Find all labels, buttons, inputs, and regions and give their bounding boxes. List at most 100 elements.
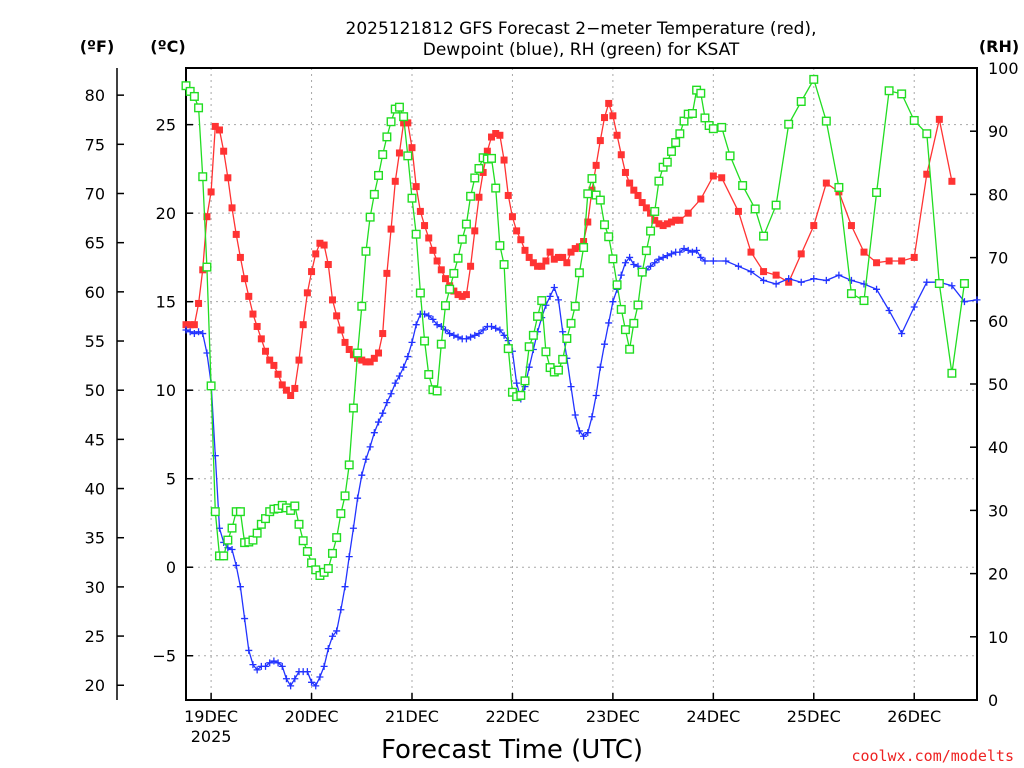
dewpoint-point (262, 662, 270, 670)
rh-point (566, 318, 576, 328)
dewpoint-point (241, 615, 249, 623)
dewpoint-point (190, 330, 198, 338)
rh-point (738, 181, 748, 191)
rh-point (407, 193, 417, 203)
rh-point (625, 344, 635, 354)
x-axis-title: Forecast Time (UTC) (381, 735, 643, 765)
dewpoint-point (546, 292, 554, 300)
dewpoint-point (655, 255, 663, 263)
rh-point (449, 268, 459, 278)
x-tick-label: 26DEC (887, 707, 941, 726)
dewpoint-point (734, 262, 742, 270)
temperature-point (287, 392, 295, 400)
rh-point (374, 170, 384, 180)
temperature-point (584, 218, 592, 226)
dewpoint-point (274, 659, 282, 667)
temperature-point (467, 262, 475, 270)
dewpoint-point (446, 330, 454, 338)
rh-point (654, 176, 664, 186)
dewpoint-point (973, 296, 981, 304)
rh-point (583, 189, 593, 199)
temperature-point (697, 195, 705, 203)
rh-point (424, 370, 434, 380)
temperature-point (655, 220, 663, 228)
rh-point (520, 376, 530, 386)
dewpoint-point (873, 285, 881, 293)
dewpoint-point (375, 418, 383, 426)
temperature-point (847, 222, 855, 230)
fahrenheit-tick-label: 65 (85, 234, 105, 253)
temperature-point (395, 149, 403, 157)
rh-point (725, 151, 735, 161)
rh-point (537, 296, 547, 306)
rh-point (499, 260, 509, 270)
temperature-point (626, 179, 634, 187)
dewpoint-point (684, 246, 692, 254)
dewpoint-point (701, 257, 709, 265)
chart-subtitle: Dewpoint (blue), RH (green) for KSAT (423, 40, 740, 60)
temperature-point (609, 112, 617, 120)
dewpoint-point (186, 328, 194, 336)
rh-point (579, 242, 589, 252)
rh-point (202, 262, 212, 272)
temperature-point (592, 161, 600, 169)
rh-point (290, 501, 300, 511)
x-tick-label: 20DEC (285, 707, 339, 726)
rh-tick-label: 60 (988, 312, 1008, 331)
rh-point (846, 289, 856, 299)
temperature-point (458, 292, 466, 300)
dewpoint-point (462, 335, 470, 343)
temperature-point (207, 188, 215, 196)
dewpoint-point (513, 379, 521, 387)
dewpoint-point (571, 411, 579, 419)
dewpoint-point (278, 662, 286, 670)
dewpoint-point (345, 553, 353, 561)
dewpoint-point (588, 413, 596, 421)
rh-point (528, 330, 538, 340)
temperature-point (333, 312, 341, 320)
dewpoint-point (810, 275, 818, 283)
celsius-unit-label: (ºC) (150, 37, 185, 56)
temperature-point (441, 275, 449, 283)
rh-point (587, 174, 597, 184)
rh-point (541, 347, 551, 357)
temperature-point (873, 259, 881, 267)
dewpoint-point (680, 245, 688, 253)
temperature-point (529, 259, 537, 267)
temperature-point (709, 172, 717, 180)
fahrenheit-tick-label: 35 (85, 529, 105, 548)
rh-point (897, 89, 907, 99)
temperature-point (429, 246, 437, 254)
rh-point (616, 304, 626, 314)
dewpoint-point (596, 363, 604, 371)
dewpoint-point (688, 248, 696, 256)
temperature-point (571, 245, 579, 253)
rh-point (666, 146, 676, 156)
rh-point (612, 280, 622, 290)
rh-point (872, 188, 882, 198)
dewpoint-point (308, 678, 316, 686)
temperature-point (412, 183, 420, 191)
rh-point (959, 279, 969, 289)
x-tick-label: 23DEC (586, 707, 640, 726)
rh-tick-label: 80 (988, 185, 1008, 204)
rh-point (608, 254, 618, 264)
dewpoint-point (898, 330, 906, 338)
x-tick-label: 19DEC (184, 707, 238, 726)
dewpoint-point (693, 246, 701, 254)
dewpoint-point (266, 659, 274, 667)
temperature-point (483, 147, 491, 155)
rh-point (252, 528, 262, 538)
fahrenheit-tick-label: 70 (85, 184, 105, 203)
rh-point (834, 182, 844, 192)
rh-point (336, 509, 346, 519)
dewpoint-point (182, 326, 190, 334)
dewpoint-point (391, 379, 399, 387)
rh-point (922, 129, 932, 139)
temperature-point (542, 257, 550, 265)
dewpoint-point (328, 632, 336, 640)
dewpoint-point (249, 661, 257, 669)
rh-point (470, 173, 480, 183)
temperature-point (563, 259, 571, 267)
rh-point (750, 204, 760, 214)
